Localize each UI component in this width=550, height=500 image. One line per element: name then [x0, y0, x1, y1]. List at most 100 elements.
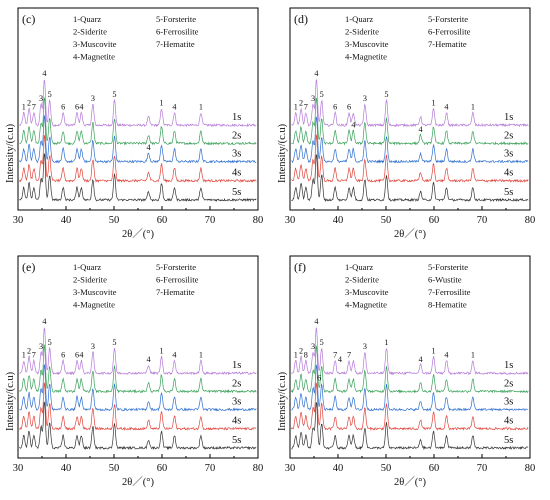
peak-label: 7	[333, 351, 337, 360]
peak-label: 6	[61, 351, 65, 360]
peak-label: 2	[299, 98, 303, 107]
series-line-5s	[291, 154, 529, 203]
legend-entry: 3-Muscovite	[345, 287, 389, 297]
peak-label: 7	[32, 351, 36, 360]
peak-label: 1	[22, 103, 26, 112]
legend-entry: 7-Ferrosilite	[428, 287, 471, 297]
peak-label: 6	[75, 351, 79, 360]
peak-label: 5	[48, 338, 52, 347]
series-line-2s	[291, 345, 529, 394]
peak-label: 5	[112, 90, 116, 99]
peak-label: 3	[311, 342, 315, 351]
x-tick-label: 60	[429, 463, 440, 474]
peak-label: 1	[294, 351, 298, 360]
series-line-2s	[19, 96, 257, 146]
series-label: 1s	[232, 112, 241, 123]
legend-entry: 5-Forsterite	[428, 14, 468, 24]
legend-entry: 3-Muscovite	[345, 39, 389, 49]
peak-label: 1	[471, 103, 475, 112]
series-label: 1s	[232, 360, 241, 371]
peak-label: 6	[61, 103, 65, 112]
legend-entry: 1-Quarz	[73, 14, 101, 24]
series-line-2s	[19, 344, 257, 394]
series-label: 3s	[232, 397, 241, 408]
series-label: 4s	[232, 168, 241, 179]
peak-label: 1	[159, 98, 163, 107]
plot-frame	[289, 7, 531, 211]
x-tick-label: 60	[429, 215, 440, 226]
x-tick-label: 50	[381, 463, 392, 474]
peak-label: 4	[42, 317, 46, 326]
peak-label: 4	[351, 121, 355, 130]
legend-entry: 5-Forsterite	[156, 262, 196, 272]
series-label: 5s	[232, 435, 241, 446]
legend-entry: 5-Forsterite	[156, 14, 196, 24]
x-tick-label: 50	[381, 215, 392, 226]
peak-label: 3	[363, 342, 367, 351]
peak-label: 4	[444, 103, 448, 112]
x-tick-label: 70	[477, 463, 488, 474]
series-line-2s	[291, 97, 529, 146]
x-tick-label: 50	[109, 463, 120, 474]
series-line-1s	[291, 79, 529, 128]
peak-label: 4	[172, 103, 176, 112]
peak-label: 5	[48, 90, 52, 99]
series-line-4s	[291, 134, 529, 184]
series-line-3s	[291, 364, 529, 412]
x-tick-label: 30	[285, 215, 296, 226]
series-label: 5s	[504, 187, 513, 198]
legend-entry: 3-Muscovite	[73, 39, 117, 49]
peak-label: 5	[320, 338, 324, 347]
x-tick-label: 60	[157, 463, 168, 474]
legend-entry: 5-Forsterite	[428, 262, 468, 272]
panel-label: (d)	[294, 12, 308, 26]
x-tick-label: 40	[333, 215, 344, 226]
legend-entry: 1-Quarz	[73, 262, 101, 272]
peak-label: 1	[431, 98, 435, 107]
panel-label: (f)	[294, 260, 306, 274]
peak-label: 5	[320, 90, 324, 99]
y-axis-label: Intensity/(c.u)	[5, 123, 16, 183]
x-axis-label: 2θ／(°)	[394, 476, 426, 488]
peak-label: 7	[304, 103, 308, 112]
x-tick-label: 40	[61, 463, 72, 474]
series-line-4s	[19, 134, 257, 183]
series-label: 4s	[504, 416, 513, 427]
peak-label: 3	[91, 94, 95, 103]
peak-label: 4	[314, 317, 318, 326]
legend-entry: 4-Magnetite	[345, 52, 387, 62]
panel-label: (e)	[22, 260, 35, 274]
x-tick-label: 30	[13, 463, 24, 474]
y-axis-label: Intensity/(c.u)	[277, 371, 288, 431]
series-line-3s	[19, 115, 257, 164]
series-line-5s	[291, 402, 529, 451]
peak-label: 4	[314, 69, 318, 78]
legend-entry: 6-Ferrosilite	[428, 27, 471, 37]
series-label: 5s	[504, 435, 513, 446]
panel-c: (c) 1-Quarz 2-Siderite 3-Muscovite 4-Magneti…	[5, 7, 263, 240]
legend-entry: 1-Quarz	[345, 262, 373, 272]
legend-entry: 2-Siderite	[73, 275, 107, 285]
legend-entry: 6-Ferrosilite	[156, 275, 199, 285]
peak-label: 1	[471, 351, 475, 360]
panel-e: (e) 1-Quarz 2-Siderite 3-Muscovite 4-Magneti…	[5, 255, 263, 488]
peak-label: 4	[419, 125, 423, 134]
legend-entry: 6-Ferrosilite	[156, 27, 199, 37]
peak-label: 1	[199, 351, 203, 360]
peak-label: 4	[79, 103, 83, 112]
peak-label: 7	[347, 351, 351, 360]
series-label: 3s	[232, 149, 241, 160]
panel-f: (f) 1-Quarz 2-Siderite 3-Muscovite 4-Magneti…	[277, 255, 536, 488]
x-axis-label: 2θ／(°)	[122, 228, 154, 240]
y-axis-label: Intensity/(c.u)	[5, 371, 16, 431]
series-label: 3s	[504, 149, 513, 160]
series-label: 1s	[504, 112, 513, 123]
x-tick-label: 80	[525, 463, 536, 474]
peak-label: 3	[39, 342, 43, 351]
peak-label: 7	[32, 103, 36, 112]
peak-label: 3	[363, 94, 367, 103]
legend-entry: 8-Hematite	[428, 300, 467, 310]
peak-label: 1	[22, 351, 26, 360]
panel-d: (d) 1-Quarz 2-Siderite 3-Muscovite 4-Magneti…	[277, 7, 535, 240]
series-label: 4s	[232, 416, 241, 427]
